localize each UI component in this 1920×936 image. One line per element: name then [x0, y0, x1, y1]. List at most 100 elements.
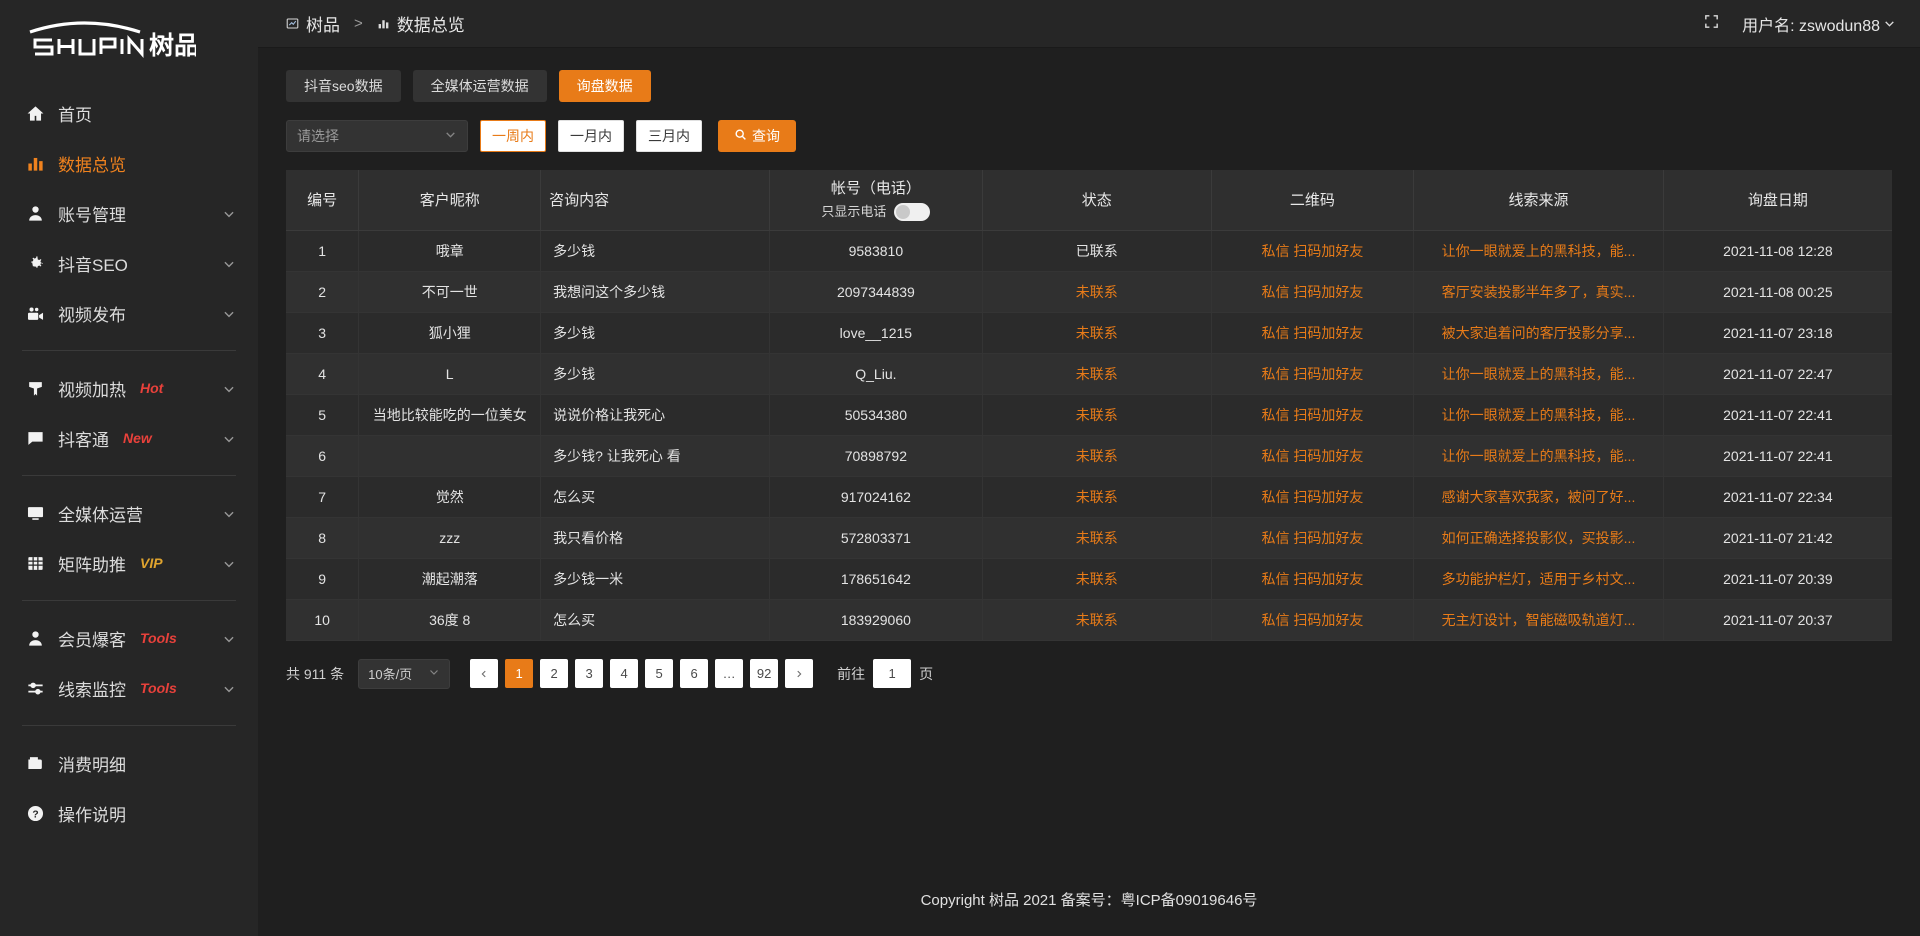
table-row[interactable]: 5 当地比较能吃的一位美女 说说价格让我死心 50534380 未联系 私信 扫… [286, 394, 1892, 436]
source-link[interactable]: 让你一眼就爱上的黑科技，能... [1441, 242, 1636, 259]
cell-source[interactable]: 客厅安装投影半年多了，真实... [1413, 271, 1664, 313]
cell-source[interactable]: 多功能护栏灯，适用于乡村文... [1413, 558, 1664, 600]
sidebar-item-member-boost[interactable]: 会员爆客 Tools [0, 613, 258, 663]
page-button-6[interactable]: 6 [680, 659, 709, 688]
breadcrumb-root[interactable]: 树品 [286, 11, 340, 36]
range-one-month-button[interactable]: 一月内 [558, 120, 624, 152]
table-row[interactable]: 3 狐小狸 多少钱 love__1215 未联系 私信 扫码加好友 被大家追着问… [286, 312, 1892, 354]
cell-source[interactable]: 如何正确选择投影仪，买投影... [1413, 517, 1664, 559]
search-button[interactable]: 查询 [718, 120, 796, 152]
user-icon [24, 202, 46, 224]
source-link[interactable]: 让你一眼就爱上的黑科技，能... [1441, 447, 1636, 464]
table-row[interactable]: 10 36度 8 怎么买 183929060 未联系 私信 扫码加好友 无主灯设… [286, 599, 1892, 641]
goto-page-input[interactable] [873, 659, 912, 688]
qr-link[interactable]: 私信 扫码加好友 [1261, 324, 1364, 341]
cell-qrcode[interactable]: 私信 扫码加好友 [1211, 476, 1415, 518]
cell-qrcode[interactable]: 私信 扫码加好友 [1211, 353, 1415, 395]
cell-qrcode[interactable]: 私信 扫码加好友 [1211, 271, 1415, 313]
cell-source[interactable]: 被大家追着问的客厅投影分享... [1413, 312, 1664, 354]
qr-link[interactable]: 私信 扫码加好友 [1261, 283, 1364, 300]
page-button-3[interactable]: 3 [575, 659, 604, 688]
cell-status[interactable]: 未联系 [982, 312, 1212, 354]
qr-link[interactable]: 私信 扫码加好友 [1261, 406, 1364, 423]
cell-qrcode[interactable]: 私信 扫码加好友 [1211, 599, 1415, 641]
sidebar-item-omnimedia[interactable]: 全媒体运营 [0, 488, 258, 538]
sidebar-item-video-boost[interactable]: 视频加热 Hot [0, 363, 258, 413]
sidebar-item-operation-guide[interactable]: ? 操作说明 [0, 788, 258, 838]
sidebar-item-matrix-push[interactable]: 矩阵助推 VIP [0, 538, 258, 588]
cell-source[interactable]: 让你一眼就爱上的黑科技，能... [1413, 435, 1664, 477]
page-button-last[interactable]: 92 [750, 659, 779, 688]
qr-link[interactable]: 私信 扫码加好友 [1261, 570, 1364, 587]
tab-douyin-seo-data[interactable]: 抖音seo数据 [286, 70, 401, 102]
table-row[interactable]: 8 zzz 我只看价格 572803371 未联系 私信 扫码加好友 如何正确选… [286, 517, 1892, 559]
fullscreen-icon[interactable] [1703, 13, 1720, 35]
cell-status[interactable]: 未联系 [982, 353, 1212, 395]
next-page-button[interactable] [785, 659, 814, 688]
cell-status[interactable]: 已联系 [982, 230, 1212, 272]
table-row[interactable]: 1 哦章 多少钱 9583810 已联系 私信 扫码加好友 让你一眼就爱上的黑科… [286, 230, 1892, 272]
cell-status[interactable]: 未联系 [982, 394, 1212, 436]
cell-qrcode[interactable]: 私信 扫码加好友 [1211, 435, 1415, 477]
sidebar-item-douketong[interactable]: 抖客通 New [0, 413, 258, 463]
source-link[interactable]: 让你一眼就爱上的黑科技，能... [1441, 365, 1636, 382]
cell-status[interactable]: 未联系 [982, 558, 1212, 600]
source-link[interactable]: 客厅安装投影半年多了，真实... [1441, 283, 1636, 300]
cell-status[interactable]: 未联系 [982, 476, 1212, 518]
range-one-week-button[interactable]: 一周内 [480, 120, 546, 152]
source-link[interactable]: 如何正确选择投影仪，买投影... [1441, 529, 1636, 546]
page-button-1[interactable]: 1 [505, 659, 534, 688]
breadcrumb-current[interactable]: 数据总览 [377, 11, 465, 36]
cell-status[interactable]: 未联系 [982, 599, 1212, 641]
page-button-5[interactable]: 5 [645, 659, 674, 688]
cell-source[interactable]: 让你一眼就爱上的黑科技，能... [1413, 230, 1664, 272]
phone-only-toggle[interactable] [894, 202, 931, 221]
qr-link[interactable]: 私信 扫码加好友 [1261, 529, 1364, 546]
prev-page-button[interactable] [470, 659, 499, 688]
page-button-4[interactable]: 4 [610, 659, 639, 688]
source-link[interactable]: 感谢大家喜欢我家，被问了好... [1441, 488, 1636, 505]
cell-source[interactable]: 无主灯设计，智能磁吸轨道灯... [1413, 599, 1664, 641]
table-row[interactable]: 6 多少钱? 让我死心 看 70898792 未联系 私信 扫码加好友 让你一眼… [286, 435, 1892, 477]
table-row[interactable]: 2 不可一世 我想问这个多少钱 2097344839 未联系 私信 扫码加好友 … [286, 271, 1892, 313]
range-three-month-button[interactable]: 三月内 [636, 120, 702, 152]
source-link[interactable]: 多功能护栏灯，适用于乡村文... [1441, 570, 1636, 587]
tab-omnimedia-data[interactable]: 全媒体运营数据 [412, 70, 547, 102]
cell-qrcode[interactable]: 私信 扫码加好友 [1211, 517, 1415, 559]
qr-link[interactable]: 私信 扫码加好友 [1261, 365, 1364, 382]
sidebar-item-consumption-detail[interactable]: 消费明细 [0, 738, 258, 788]
qr-link[interactable]: 私信 扫码加好友 [1261, 611, 1364, 628]
qr-link[interactable]: 私信 扫码加好友 [1261, 242, 1364, 259]
cell-status[interactable]: 未联系 [982, 271, 1212, 313]
qr-link[interactable]: 私信 扫码加好友 [1261, 488, 1364, 505]
table-row[interactable]: 7 觉然 怎么买 917024162 未联系 私信 扫码加好友 感谢大家喜欢我家… [286, 476, 1892, 518]
qr-link[interactable]: 私信 扫码加好友 [1261, 447, 1364, 464]
sidebar-item-lead-monitor[interactable]: 线索监控 Tools [0, 663, 258, 713]
brand-logo[interactable]: 树品 [0, 0, 258, 78]
cell-status[interactable]: 未联系 [982, 435, 1212, 477]
sidebar-item-douyin-seo[interactable]: 抖音SEO [0, 238, 258, 288]
sidebar-item-home[interactable]: 首页 [0, 88, 258, 138]
table-row[interactable]: 4 L 多少钱 Q_Liu. 未联系 私信 扫码加好友 让你一眼就爱上的黑科技，… [286, 353, 1892, 395]
user-menu[interactable]: 用户名: zswodun88 [1742, 12, 1896, 36]
cell-status[interactable]: 未联系 [982, 517, 1212, 559]
cell-source[interactable]: 让你一眼就爱上的黑科技，能... [1413, 353, 1664, 395]
table-row[interactable]: 9 潮起潮落 多少钱一米 178651642 未联系 私信 扫码加好友 多功能护… [286, 558, 1892, 600]
cell-qrcode[interactable]: 私信 扫码加好友 [1211, 230, 1415, 272]
account-select[interactable]: 请选择 [286, 120, 468, 152]
cell-source[interactable]: 感谢大家喜欢我家，被问了好... [1413, 476, 1664, 518]
page-button-2[interactable]: 2 [540, 659, 569, 688]
cell-qrcode[interactable]: 私信 扫码加好友 [1211, 394, 1415, 436]
cell-qrcode[interactable]: 私信 扫码加好友 [1211, 312, 1415, 354]
page-size-select[interactable]: 10条/页 [358, 658, 451, 689]
source-link[interactable]: 无主灯设计，智能磁吸轨道灯... [1441, 611, 1636, 628]
sidebar-item-account-manage[interactable]: 账号管理 [0, 188, 258, 238]
tab-inquiry-data[interactable]: 询盘数据 [558, 70, 651, 102]
source-link[interactable]: 让你一眼就爱上的黑科技，能... [1441, 406, 1636, 423]
source-link[interactable]: 被大家追着问的客厅投影分享... [1441, 324, 1636, 341]
page-ellipsis[interactable]: … [715, 659, 744, 688]
sidebar-item-data-overview[interactable]: 数据总览 [0, 138, 258, 188]
cell-qrcode[interactable]: 私信 扫码加好友 [1211, 558, 1415, 600]
cell-source[interactable]: 让你一眼就爱上的黑科技，能... [1413, 394, 1664, 436]
sidebar-item-video-publish[interactable]: 视频发布 [0, 288, 258, 338]
